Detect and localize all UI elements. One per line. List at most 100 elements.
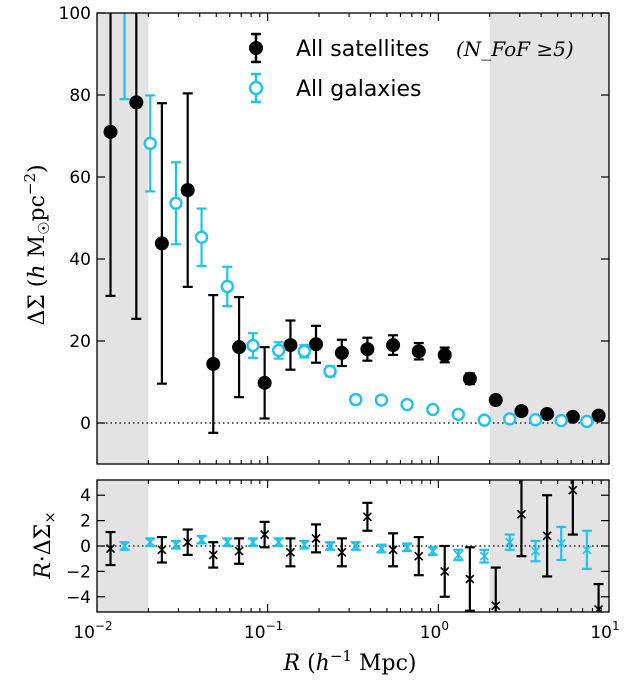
- bottom-y-tick-label: −2: [66, 562, 91, 582]
- top-data-point: [411, 344, 426, 359]
- top-panel: 0 20 40 60 80 100 ΔΣ (h M☉pc−2) All satellite…: [21, 4, 610, 465]
- bottom-series-1: [119, 525, 592, 570]
- bottom-data-point: [388, 545, 398, 555]
- x-tick-label: 10−1: [244, 619, 283, 643]
- top-data-point: [220, 279, 234, 294]
- top-data-point: [103, 124, 118, 139]
- bottom-shaded-region-0: [97, 480, 149, 612]
- bottom-data-point: [208, 550, 218, 560]
- bottom-data-point: [351, 541, 361, 551]
- top-data-point: [297, 344, 312, 358]
- top-series-1: [119, 13, 594, 429]
- bottom-data-point: [440, 566, 450, 576]
- top-data-point: [194, 230, 209, 244]
- bottom-data-point: [594, 604, 604, 612]
- top-y-tick-label: 60: [69, 168, 91, 188]
- x-axis-label: R (h−1 Mpc): [283, 647, 417, 676]
- top-data-point: [580, 414, 594, 429]
- bottom-data-point: [568, 485, 578, 495]
- bottom-data-point: [491, 601, 501, 611]
- bottom-y-tick-label: 4: [80, 486, 91, 506]
- legend-satellites-label: All satellites: [296, 37, 429, 62]
- bottom-data-point: [248, 537, 258, 547]
- top-data-point: [154, 236, 169, 251]
- bottom-series-0: [105, 480, 604, 612]
- bottom-data-point: [376, 543, 386, 554]
- top-data-point: [488, 393, 503, 408]
- top-y-tick-label: 20: [69, 332, 91, 352]
- bottom-data-point: [505, 537, 515, 547]
- bottom-data-point: [234, 546, 244, 556]
- bottom-data-point: [274, 537, 284, 547]
- top-y-tick-label: 80: [69, 86, 91, 106]
- bottom-data-point: [311, 533, 321, 543]
- top-data-point: [374, 393, 389, 407]
- top-data-point: [528, 413, 543, 427]
- top-data-point: [451, 407, 466, 422]
- legend-galaxies-marker: [248, 80, 264, 96]
- bottom-data-point: [145, 537, 155, 547]
- bottom-data-point: [337, 547, 347, 557]
- legend-satellites-math: (N_FoF ≥5): [456, 37, 574, 61]
- top-data-point: [503, 412, 517, 426]
- top-series-0: [103, 13, 606, 434]
- bottom-data-point: [479, 551, 489, 561]
- top-data-point: [426, 402, 440, 417]
- bottom-data-point: [119, 541, 130, 551]
- bottom-data-point: [556, 538, 566, 549]
- bottom-data-point: [299, 540, 309, 550]
- legend: All satellites (N_FoF ≥5) All galaxies: [248, 32, 574, 104]
- bottom-data-point: [542, 531, 552, 541]
- top-y-axis-label: ΔΣ (h M☉pc−2): [21, 164, 53, 325]
- top-data-point: [271, 343, 286, 358]
- top-data-point: [129, 95, 144, 110]
- top-shaded-region-0: [97, 13, 149, 464]
- top-data-point: [169, 196, 183, 210]
- top-y-tick-label: 40: [69, 250, 91, 270]
- bottom-data-point: [414, 551, 424, 561]
- bottom-ticks: −4 −2 0 2 4 10−2 10−1 100 101: [66, 480, 620, 643]
- bottom-panel-frame: [96, 479, 610, 613]
- top-data-point: [554, 413, 568, 428]
- bottom-data-point: [260, 530, 270, 540]
- top-data-point: [257, 375, 272, 390]
- top-data-point: [540, 406, 555, 421]
- top-y-tick-label: 100: [59, 4, 91, 24]
- top-data-point: [283, 338, 298, 353]
- bottom-data-point: [402, 542, 412, 552]
- svg-text:R (h−1 Mpc): R (h−1 Mpc): [283, 647, 417, 676]
- top-data-point: [462, 371, 477, 386]
- bottom-y-tick-label: −4: [66, 588, 91, 608]
- top-data-point: [232, 340, 247, 355]
- bottom-data-point: [465, 574, 475, 584]
- bottom-data-point: [362, 512, 372, 522]
- bottom-data-point: [582, 545, 592, 555]
- top-data-point: [349, 392, 363, 407]
- top-data-point: [309, 337, 324, 352]
- bottom-data-point: [222, 537, 232, 547]
- legend-satellites-marker: [249, 41, 263, 55]
- top-data-point: [477, 413, 492, 427]
- top-data-point: [591, 408, 606, 423]
- bottom-y-tick-label: 2: [80, 512, 91, 532]
- top-data-point: [386, 338, 401, 353]
- top-data-point: [360, 342, 375, 357]
- top-series: [103, 13, 606, 434]
- top-data-point: [514, 404, 529, 419]
- top-shaded-region-1: [489, 13, 609, 464]
- bottom-data-point: [428, 546, 438, 556]
- top-data-point: [206, 356, 221, 371]
- bottom-y-tick-label: 0: [80, 537, 91, 557]
- bottom-series: [105, 480, 604, 612]
- bottom-data-point: [157, 545, 167, 555]
- legend-entry-all-satellites: All satellites (N_FoF ≥5): [249, 32, 574, 64]
- bottom-data-point: [197, 535, 207, 545]
- top-data-point: [323, 364, 337, 379]
- top-y-tick-label: 0: [80, 414, 91, 434]
- bottom-data-point: [105, 543, 116, 554]
- bottom-data-point: [171, 540, 181, 550]
- bottom-data-point: [325, 541, 335, 551]
- bottom-data-point: [183, 537, 193, 547]
- bottom-data-point: [285, 547, 296, 557]
